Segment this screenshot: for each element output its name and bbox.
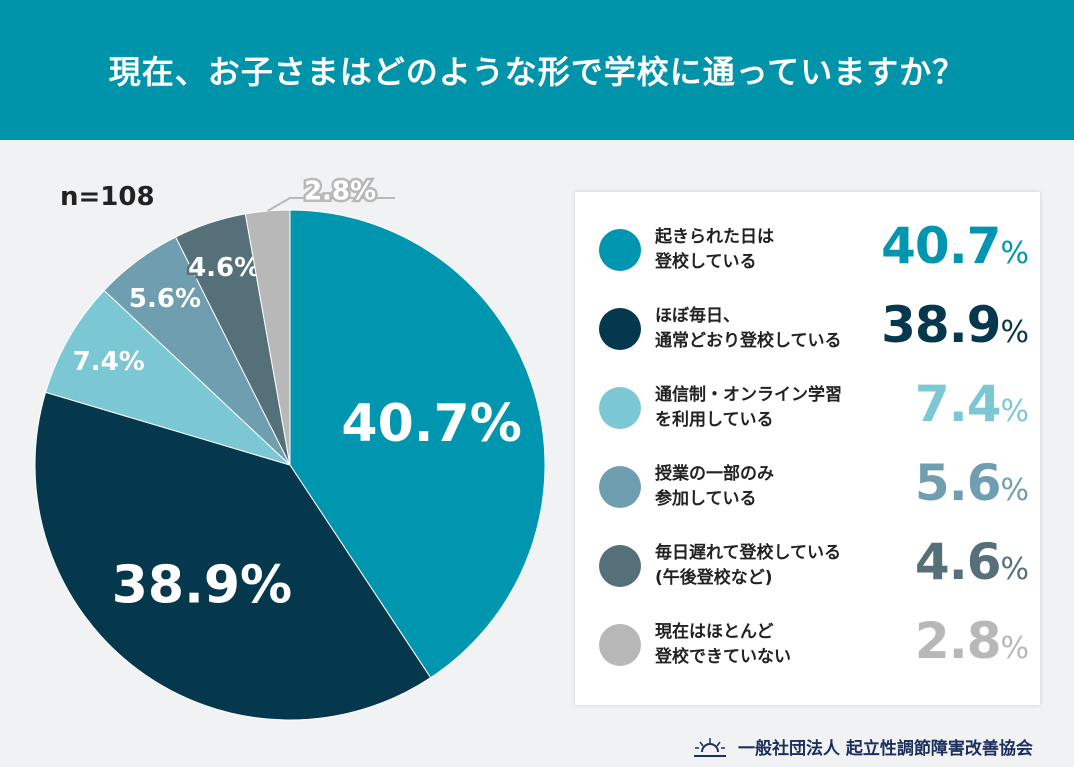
pie-slice — [244, 209, 291, 466]
legend-label: 授業の一部のみ 参加している — [655, 464, 774, 509]
legend-label: 通信制・オンライン学習 を利用している — [655, 385, 842, 430]
organization-name: 一般社団法人 起立性調節障害改善協会 — [738, 739, 1033, 759]
legend-swatch — [599, 545, 641, 587]
slice-label: 5.6% — [129, 284, 201, 314]
slice-label: 4.6% — [188, 253, 260, 283]
legend-value: 5.6% — [914, 454, 1029, 512]
legend-label: 毎日遅れて登校している (午後登校など) — [655, 543, 841, 588]
legend-value: 4.6% — [914, 533, 1029, 591]
sample-size: n=108 — [60, 182, 155, 212]
legend-value: 7.4% — [914, 375, 1029, 433]
legend-value: 38.9% — [881, 296, 1029, 354]
legend-label: 起きられた日は 登校している — [655, 227, 774, 272]
pie-slice — [44, 289, 291, 466]
legend-label: ほぼ毎日、 通常どおり登校している — [655, 306, 842, 351]
legend-swatch — [599, 624, 641, 666]
legend-swatch — [599, 387, 641, 429]
legend-label: 現在はほとんど 登校できていない — [655, 622, 791, 667]
legend-value: 2.8% — [914, 612, 1029, 670]
legend-swatch — [599, 466, 641, 508]
chart-title: 現在、お子さまはどのような形で学校に通っていますか？ — [0, 0, 1074, 140]
legend-swatch — [599, 308, 641, 350]
legend: 起きられた日は 登校している 40.7% ほぼ毎日、 通常どおり登校している 3… — [575, 192, 1040, 705]
legend-item: 通信制・オンライン学習 を利用している 7.4% — [575, 373, 1040, 443]
pie-slice — [34, 391, 432, 721]
slice-label: 2.8% — [304, 176, 376, 206]
legend-item: 現在はほとんど 登校できていない 2.8% — [575, 610, 1040, 680]
legend-item: ほぼ毎日、 通常どおり登校している 38.9% — [575, 294, 1040, 364]
sunrise-logo-icon — [694, 737, 726, 757]
leader-line — [267, 197, 395, 212]
legend-item: 起きられた日は 登校している 40.7% — [575, 215, 1040, 285]
legend-item: 授業の一部のみ 参加している 5.6% — [575, 452, 1040, 522]
slice-label: 38.9% — [112, 556, 292, 616]
pie-chart: 40.7% 38.9% 7.4% 5.6%4.6% 2.8% — [34, 174, 546, 721]
legend-swatch — [599, 229, 641, 271]
footer: 一般社団法人 起立性調節障害改善協会 — [690, 734, 1033, 759]
slice-label: 40.7% — [341, 394, 521, 454]
legend-value: 40.7% — [881, 217, 1029, 275]
legend-item: 毎日遅れて登校している (午後登校など) 4.6% — [575, 531, 1040, 601]
slice-label: 7.4% — [73, 347, 145, 377]
